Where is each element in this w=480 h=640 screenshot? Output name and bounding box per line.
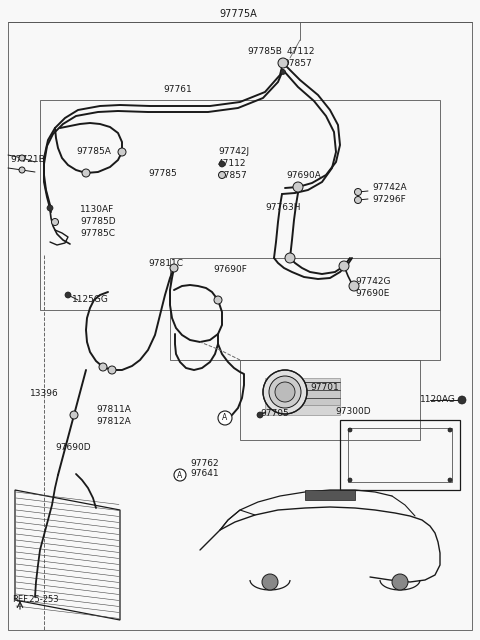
- Circle shape: [19, 155, 25, 161]
- Text: 97763H: 97763H: [265, 204, 300, 212]
- Circle shape: [263, 370, 307, 414]
- Text: 97705: 97705: [260, 410, 289, 419]
- Text: REF.25-253: REF.25-253: [12, 595, 59, 605]
- Circle shape: [448, 428, 452, 432]
- Polygon shape: [305, 490, 355, 500]
- Polygon shape: [295, 382, 340, 405]
- Circle shape: [99, 363, 107, 371]
- Text: 97300D: 97300D: [335, 408, 371, 417]
- Text: 97785D: 97785D: [80, 218, 116, 227]
- Circle shape: [70, 411, 78, 419]
- Circle shape: [285, 253, 295, 263]
- Circle shape: [65, 292, 71, 298]
- Circle shape: [174, 469, 186, 481]
- Text: 97762: 97762: [190, 458, 218, 467]
- Text: 97857: 97857: [283, 58, 312, 67]
- Text: 13396: 13396: [30, 388, 59, 397]
- Text: 97690A: 97690A: [286, 170, 321, 179]
- Polygon shape: [265, 378, 340, 415]
- Text: 47112: 47112: [287, 47, 315, 56]
- Text: 97742A: 97742A: [372, 184, 407, 193]
- Text: 1130AF: 1130AF: [80, 205, 114, 214]
- Circle shape: [348, 428, 352, 432]
- Circle shape: [279, 59, 287, 67]
- Circle shape: [218, 411, 232, 425]
- Circle shape: [82, 169, 90, 177]
- Text: A: A: [178, 470, 182, 479]
- Text: 97775A: 97775A: [219, 9, 257, 19]
- Circle shape: [448, 478, 452, 482]
- Circle shape: [280, 70, 286, 74]
- Text: 97701: 97701: [310, 383, 339, 392]
- Circle shape: [51, 218, 59, 225]
- Circle shape: [221, 414, 229, 422]
- Circle shape: [293, 182, 303, 192]
- Circle shape: [348, 478, 352, 482]
- Circle shape: [214, 296, 222, 304]
- Text: 97812A: 97812A: [96, 417, 131, 426]
- Text: 97742J: 97742J: [218, 147, 249, 157]
- Text: 97785A: 97785A: [76, 147, 111, 157]
- Circle shape: [339, 261, 349, 271]
- Circle shape: [355, 196, 361, 204]
- Circle shape: [108, 366, 116, 374]
- Text: 97742G: 97742G: [355, 278, 391, 287]
- Circle shape: [170, 264, 178, 272]
- Circle shape: [218, 172, 226, 179]
- Text: 97761: 97761: [164, 86, 192, 95]
- Circle shape: [19, 167, 25, 173]
- Circle shape: [355, 189, 361, 195]
- Circle shape: [262, 574, 278, 590]
- Text: 1120AG: 1120AG: [420, 396, 456, 404]
- Text: 97690E: 97690E: [355, 289, 389, 298]
- Text: 47112: 47112: [218, 159, 247, 168]
- Circle shape: [118, 148, 126, 156]
- Circle shape: [269, 376, 301, 408]
- Text: 97811C: 97811C: [148, 259, 183, 268]
- Text: 1125GG: 1125GG: [72, 296, 109, 305]
- Text: 97785B: 97785B: [247, 47, 282, 56]
- Text: 97785: 97785: [148, 168, 177, 177]
- Circle shape: [219, 161, 225, 167]
- Circle shape: [47, 205, 53, 211]
- Circle shape: [257, 412, 263, 418]
- Text: 97296F: 97296F: [372, 195, 406, 204]
- Text: 97857: 97857: [218, 172, 247, 180]
- Text: 97811A: 97811A: [96, 406, 131, 415]
- Text: 97690F: 97690F: [213, 266, 247, 275]
- Text: 97721B: 97721B: [10, 156, 45, 164]
- Text: A: A: [222, 413, 228, 422]
- Text: 97785C: 97785C: [80, 230, 115, 239]
- Text: 97690D: 97690D: [55, 444, 91, 452]
- Circle shape: [278, 58, 288, 68]
- Circle shape: [392, 574, 408, 590]
- Text: 97641: 97641: [190, 470, 218, 479]
- Circle shape: [349, 281, 359, 291]
- Circle shape: [275, 382, 295, 402]
- Circle shape: [458, 396, 466, 404]
